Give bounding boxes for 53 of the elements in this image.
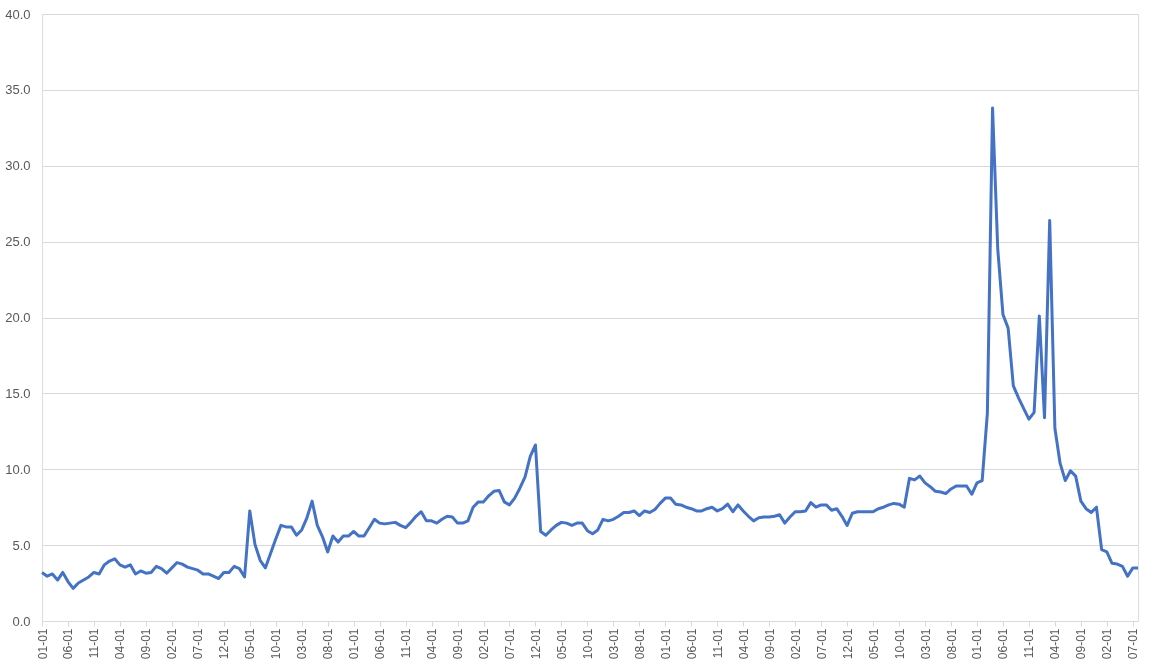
x-tick-label: 04-01 <box>425 628 440 660</box>
x-tick-label: 01-01 <box>970 628 985 660</box>
y-tick-label: 5.0 <box>12 537 31 553</box>
x-tick-label: 03-01 <box>606 628 621 660</box>
x-tick-label: 09-01 <box>139 628 154 660</box>
y-tick-label: 0.0 <box>12 613 31 629</box>
x-tick-label: 08-01 <box>632 628 647 660</box>
x-tick-label: 04-01 <box>1048 628 1063 660</box>
x-tick-label: 05-01 <box>243 628 258 660</box>
x-tick-label: 06-01 <box>684 628 699 660</box>
x-tick-label: 07-01 <box>1126 628 1141 660</box>
x-tick-label: 05-01 <box>866 628 881 660</box>
x-tick-label: 07-01 <box>191 628 206 660</box>
x-tick-label: 03-01 <box>918 628 933 660</box>
x-tick-label: 03-01 <box>295 628 310 660</box>
x-tick-label: 01-01 <box>347 628 362 660</box>
x-tick-label: 06-01 <box>61 628 76 660</box>
x-tick-label: 09-01 <box>1074 628 1089 660</box>
x-tick-label: 10-01 <box>892 628 907 660</box>
x-tick-label: 08-01 <box>944 628 959 660</box>
x-tick-label: 02-01 <box>788 628 803 660</box>
y-tick-label: 35.0 <box>5 82 31 98</box>
y-tick-label: 30.0 <box>5 158 31 174</box>
x-tick-label: 08-01 <box>321 628 336 660</box>
x-tick-label: 07-01 <box>814 628 829 660</box>
line-series <box>40 106 1140 590</box>
x-tick-label: 02-01 <box>1100 628 1115 660</box>
x-tick-label: 11-01 <box>710 628 725 659</box>
x-tick-label: 05-01 <box>554 628 569 660</box>
x-tick-label: 01-01 <box>658 628 673 660</box>
x-tick-label: 06-01 <box>996 628 1011 660</box>
x-tick-label: 01-01 <box>35 628 50 660</box>
x-tick-label: 11-01 <box>399 628 414 659</box>
x-tick-label: 09-01 <box>451 628 466 660</box>
x-tick-label: 09-01 <box>762 628 777 660</box>
x-tick-label: 10-01 <box>269 628 284 660</box>
y-tick-label: 10.0 <box>5 461 31 477</box>
x-tick-label: 04-01 <box>736 628 751 660</box>
x-tick-label: 12-01 <box>528 628 543 660</box>
x-tick-label: 07-01 <box>502 628 517 660</box>
y-tick-label: 40.0 <box>5 6 31 22</box>
x-tick-label: 04-01 <box>113 628 128 660</box>
x-tick-label: 12-01 <box>217 628 232 660</box>
y-tick-label: 15.0 <box>5 385 31 401</box>
x-tick-label: 06-01 <box>373 628 388 660</box>
y-tick-label: 25.0 <box>5 234 31 250</box>
x-tick-label: 11-01 <box>87 628 102 659</box>
x-tick-label: 10-01 <box>580 628 595 660</box>
x-tick-label: 11-01 <box>1022 628 1037 659</box>
x-tick-label: 02-01 <box>165 628 180 660</box>
y-tick-label: 20.0 <box>5 310 31 325</box>
x-tick-label: 12-01 <box>840 628 855 660</box>
x-tick-label: 02-01 <box>477 628 492 660</box>
